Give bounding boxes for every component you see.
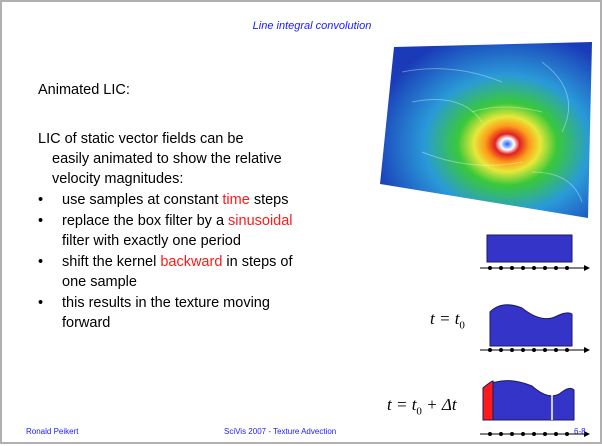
sample-dot [499,348,503,352]
sample-dot [488,432,492,436]
footer-left: Ronald Peikert [26,427,78,436]
formula-main: t = t [430,309,459,328]
sample-dot [488,266,492,270]
sample-dot [543,266,547,270]
bullet-highlight: backward [160,254,222,270]
sample-dot [488,348,492,352]
bullet-highlight: time [222,192,249,208]
sample-dot [554,348,558,352]
sample-dot [499,266,503,270]
sample-dot [510,432,514,436]
sample-dot [521,432,525,436]
formula-main: t = t [387,395,416,414]
sample-dot [543,348,547,352]
bullet-after: steps [250,192,289,208]
formula: t = t0 + Δt [387,395,457,417]
lic-image [380,42,592,218]
sample-dot [521,348,525,352]
formula: t = t0 [430,309,465,331]
sample-dot [521,266,525,270]
sample-dot [532,348,536,352]
footer-right: 6-8 [574,427,586,436]
slide-title: Line integral convolution [202,20,422,32]
intro: LIC of static vector fields can be easil… [38,129,284,189]
sine-filter [480,305,590,353]
sample-dot [565,432,569,436]
sample-dot [565,348,569,352]
bullet-before: shift the kernel [62,254,160,270]
bullet: shift the kernel backward in steps of on… [38,252,294,292]
bullet-before: this results in the texture moving forwa… [62,295,270,331]
formula-sub: 0 [459,319,465,331]
sample-dot [565,266,569,270]
heading: Animated LIC: [38,82,130,98]
sample-dot [510,266,514,270]
sample-dot [532,266,536,270]
bullet: use samples at constant time steps [38,190,294,210]
bullet: replace the box filter by a sinusoidal f… [38,211,294,251]
bullet-before: replace the box filter by a [62,213,228,229]
bullet-before: use samples at constant [62,192,222,208]
bullet-after: filter with exactly one period [62,233,241,249]
formula-rest: + Δt [422,395,457,414]
sample-dot [510,348,514,352]
bullet: this results in the texture moving forwa… [38,293,294,333]
sample-dot [532,432,536,436]
sample-dot [554,432,558,436]
box-filter [480,235,590,271]
bullet-highlight: sinusoidal [228,213,293,229]
sample-dot [543,432,547,436]
footer-center: SciVis 2007 - Texture Advection [224,427,336,436]
sample-dot [554,266,558,270]
bullet-list: use samples at constant time stepsreplac… [38,190,328,334]
slide: Line integral convolution Animated LIC: … [0,0,602,444]
sample-dot [499,432,503,436]
